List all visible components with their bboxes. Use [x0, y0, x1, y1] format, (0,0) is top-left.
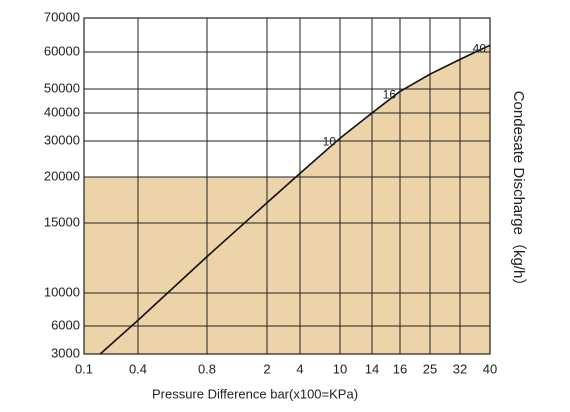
y-tick-label: 60000 [44, 43, 80, 58]
y-tick-label: 20000 [44, 168, 80, 183]
y-tick-label: 10000 [44, 284, 80, 299]
y-tick-label: 6000 [51, 317, 80, 332]
curve-annotation: 40 [473, 41, 487, 55]
y-tick-label: 30000 [44, 132, 80, 147]
x-tick-label: 14 [365, 361, 379, 376]
y-axis-label: Condesate Discharge（kg/h） [510, 91, 527, 294]
y-tick-label: 40000 [44, 104, 80, 119]
x-tick-label: 2 [263, 361, 270, 376]
x-tick-label: 25 [423, 361, 437, 376]
y-tick-label: 50000 [44, 80, 80, 95]
curve-annotation: 10 [323, 134, 337, 148]
x-tick-label: 16 [393, 361, 407, 376]
y-tick-label: 15000 [44, 214, 80, 229]
curve [99, 44, 491, 355]
x-tick-label: 0.4 [129, 361, 147, 376]
x-tick-label: 32 [453, 361, 467, 376]
x-tick-label: 40 [483, 361, 497, 376]
x-tick-label: 10 [333, 361, 347, 376]
area-fill [100, 45, 490, 354]
plot-frame [83, 17, 491, 355]
y-tick-label: 70000 [44, 9, 80, 24]
x-tick-label: 0.1 [75, 361, 93, 376]
x-tick-label: 4 [296, 361, 303, 376]
x-tick-label: 0.8 [198, 361, 216, 376]
curve-annotation: 16 [383, 88, 397, 102]
x-axis-label: Pressure Difference bar(x100=KPa) [152, 386, 358, 401]
y-tick-label: 3000 [51, 345, 80, 360]
